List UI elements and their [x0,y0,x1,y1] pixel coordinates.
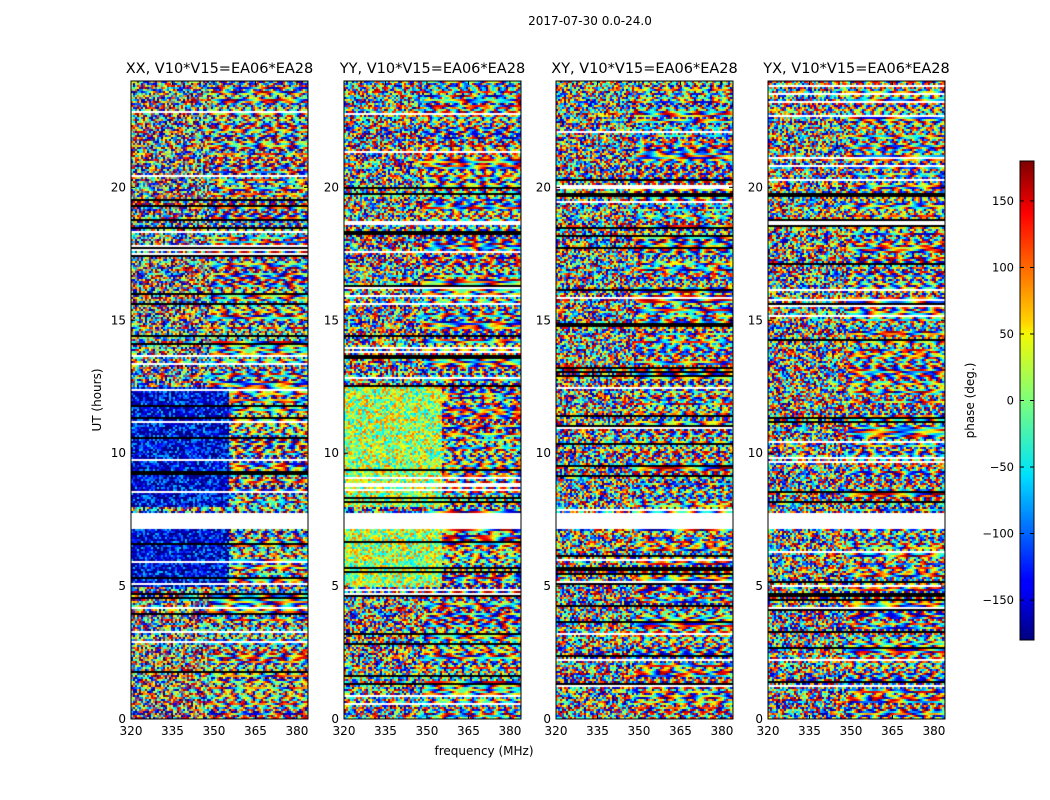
y-tick-label: 5 [118,579,126,593]
y-tick-label: 5 [755,579,763,593]
y-tick-label: 10 [324,446,339,460]
x-tick-label: 320 [333,724,356,738]
y-tick-label: 20 [111,180,126,194]
x-tick-label: 320 [120,724,143,738]
x-tick-label: 320 [545,724,568,738]
colorbar: 150 100 50 0 −50 −100 −150 phase (deg.) [963,160,1035,641]
x-tick-label: 320 [757,724,780,738]
y-tick-label: 0 [118,712,126,726]
x-tick-label: 350 [416,724,439,738]
x-tick-label: 350 [203,724,226,738]
y-tick-label: 5 [543,579,551,593]
panel-1: XX, V10*V15=EA06*EA28 320 335 350 365 380 0 5 10… [90,61,313,738]
heatmap-cells [131,81,308,719]
y-tick-label: 20 [536,180,551,194]
x-tick-label: 335 [374,724,397,738]
plot-frame [767,80,946,720]
x-tick-label: 335 [798,724,821,738]
x-tick-label: 365 [244,724,267,738]
colorbar-tick-label: 50 [999,327,1014,341]
x-tick-label: 365 [669,724,692,738]
panel-title: YY, V10*V15=EA06*EA28 [339,61,525,77]
x-tick-label: 365 [881,724,904,738]
y-tick-label: 15 [536,313,551,327]
panel-4: YX, V10*V15=EA06*EA28 320 335 350 365 380 0 5 10… [748,61,950,738]
x-tick-label: 335 [161,724,184,738]
colorbar-tick-label: 100 [992,260,1014,274]
colorbar-tick-label: 0 [1007,394,1014,408]
x-tick-label: 380 [710,724,733,738]
y-tick-label: 20 [748,180,763,194]
heatmap-cells [344,81,521,719]
plot-frame [130,80,309,720]
y-tick-label: 5 [331,579,339,593]
y-tick-label: 10 [111,446,126,460]
panel-3: XY, V10*V15=EA06*EA28 320 335 350 365 380 0 5 10… [536,61,738,738]
figure-title: 2017-07-30 0.0-24.0 [528,14,652,28]
plot-frame [555,80,734,720]
colorbar-label: phase (deg.) [963,363,977,439]
x-tick-label: 380 [922,724,945,738]
plot-frame [343,80,522,720]
colorbar-tick-label: −100 [982,527,1014,541]
colorbar-tick-label: −50 [990,460,1014,474]
y-tick-label: 10 [748,446,763,460]
x-tick-label: 350 [840,724,863,738]
colorbar-tick-label: −150 [982,593,1014,607]
panel-title: XX, V10*V15=EA06*EA28 [126,61,314,77]
x-tick-label: 380 [285,724,308,738]
y-tick-label: 15 [111,313,126,327]
x-axis-label: frequency (MHz) [434,744,533,758]
y-tick-label: 20 [324,180,339,194]
x-tick-label: 380 [498,724,521,738]
y-tick-label: 15 [324,313,339,327]
y-axis-label: UT (hours) [90,368,104,431]
y-tick-label: 0 [331,712,339,726]
panel-title: YX, V10*V15=EA06*EA28 [762,61,949,77]
x-tick-label: 350 [628,724,651,738]
panel-title: XY, V10*V15=EA06*EA28 [551,61,737,77]
heatmap-cells [768,81,945,719]
y-tick-label: 0 [755,712,763,726]
heatmap-cells [556,81,733,719]
y-tick-label: 15 [748,313,763,327]
x-tick-label: 335 [586,724,609,738]
y-tick-label: 10 [536,446,551,460]
y-tick-label: 0 [543,712,551,726]
panel-2: YY, V10*V15=EA06*EA28 320 335 350 365 380 0 5 10… [324,61,534,758]
x-tick-label: 365 [457,724,480,738]
colorbar-tick-label: 150 [992,194,1014,208]
